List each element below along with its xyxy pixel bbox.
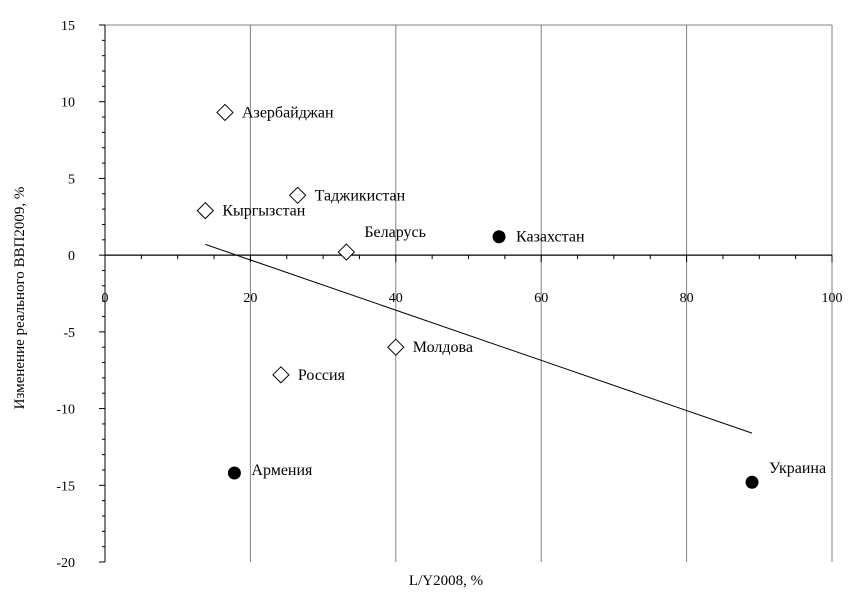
- tick-labels: 15 10 5 0 -5 -10 -15 -20 0 20 40 60 80 100: [56, 19, 842, 571]
- y-axis-title: Изменение реального ВВП2009, %: [12, 187, 28, 410]
- y-tick-label: 15: [61, 19, 75, 34]
- y-axis: [99, 24, 106, 563]
- data-label: Украина: [769, 460, 826, 477]
- data-label: Армения: [251, 462, 313, 479]
- y-tick-label: -15: [56, 479, 75, 494]
- x-tick-label: 0: [102, 291, 109, 306]
- y-tick-label: 10: [61, 96, 75, 111]
- data-point: [387, 338, 405, 356]
- x-tick-label: 20: [243, 291, 257, 306]
- y-tick-label: -5: [63, 326, 75, 341]
- data-point: [337, 243, 356, 261]
- trendline-segment: [205, 243, 753, 434]
- y-tick-label: 5: [68, 172, 75, 187]
- y-tick-label: 0: [68, 249, 75, 264]
- data-point: [492, 230, 506, 244]
- point-labels: Азербайджан Таджикистан Кыргызстан Беларусь…: [222, 104, 826, 479]
- data-point: [227, 466, 241, 480]
- data-label: Таджикистан: [315, 187, 406, 204]
- data-label: Казахстан: [516, 229, 585, 246]
- data-point: [745, 475, 759, 489]
- x-tick-label: 80: [680, 291, 694, 306]
- data-label: Кыргызстан: [222, 203, 305, 220]
- x-tick-label: 60: [534, 291, 548, 306]
- x-axis-title: L/Y2008, %: [409, 573, 483, 589]
- y-tick-label: -10: [56, 403, 75, 418]
- data-label: Россия: [298, 367, 346, 384]
- data-point: [272, 366, 290, 384]
- data-point: [288, 186, 307, 205]
- data-point: [216, 103, 234, 122]
- trendline: [205, 243, 753, 434]
- gridlines: [249, 25, 833, 562]
- data-label: Беларусь: [364, 224, 426, 241]
- data-point: [196, 201, 215, 220]
- data-label: Молдова: [413, 339, 473, 356]
- x-tick-label: 100: [822, 291, 843, 306]
- y-tick-label: -20: [56, 556, 75, 571]
- x-tick-label: 40: [389, 291, 403, 306]
- x-axis-at-zero: [104, 254, 833, 263]
- data-points: [196, 103, 759, 489]
- data-label: Азербайджан: [242, 104, 334, 121]
